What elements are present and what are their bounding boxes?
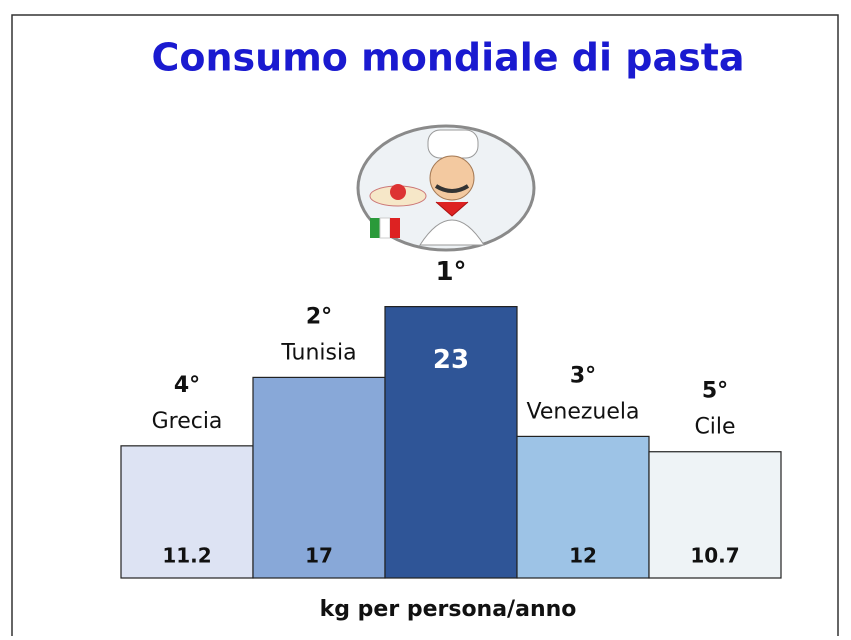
category-label: Grecia: [152, 409, 223, 434]
x-axis-label: kg per persona/anno: [320, 597, 577, 622]
value-label: 17: [305, 544, 333, 568]
rank-label: 5°: [702, 379, 728, 404]
value-label: 12: [569, 544, 597, 568]
chef-illustration: [358, 126, 534, 250]
rank-label: 2°: [306, 304, 332, 329]
category-label: Venezuela: [527, 399, 640, 424]
value-label: 11.2: [162, 544, 211, 568]
value-label: 10.7: [690, 544, 739, 568]
rank-label: 4°: [174, 373, 200, 398]
category-label: Tunisia: [280, 340, 356, 365]
rank-label: 1°: [435, 257, 466, 287]
chart-title: Consumo mondiale di pasta: [151, 36, 744, 80]
rank-label: 3°: [570, 363, 596, 388]
chart: Consumo mondiale di pasta kg per persona…: [0, 0, 851, 636]
category-label: Cile: [694, 415, 735, 440]
value-label: 23: [433, 345, 469, 375]
